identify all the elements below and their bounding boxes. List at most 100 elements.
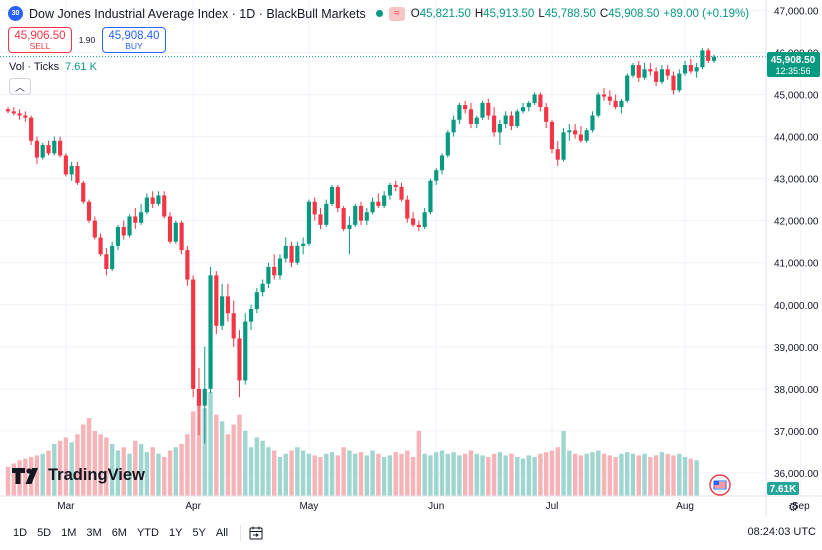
open-value: 45,821.50 xyxy=(419,7,471,20)
volume-bar xyxy=(81,424,86,496)
sell-button[interactable]: 45,906.50 SELL xyxy=(8,27,72,53)
candle-body xyxy=(451,119,456,133)
flag-icon[interactable] xyxy=(709,474,731,496)
candle-body xyxy=(353,205,358,225)
candle-body xyxy=(335,187,340,209)
timeframe-5d[interactable]: 5D xyxy=(37,527,52,539)
candle-body xyxy=(144,197,149,213)
volume-bar xyxy=(567,450,572,496)
candle-body xyxy=(671,75,676,91)
candle-body xyxy=(179,222,184,251)
volume-bar xyxy=(185,434,190,496)
volume-bar xyxy=(127,453,132,496)
candle-body xyxy=(613,100,618,108)
candle-body xyxy=(497,123,502,133)
calendar-icon[interactable] xyxy=(248,525,264,541)
volume-bar xyxy=(653,455,659,496)
candle-body xyxy=(75,166,80,183)
chart-header: 30 Dow Jones Industrial Average Index · … xyxy=(8,6,749,21)
volume-bar xyxy=(648,457,653,496)
collapse-legend-button[interactable]: ︿ xyxy=(9,78,31,95)
volume-bar xyxy=(636,455,641,496)
candle-body xyxy=(642,69,647,78)
volume-bar xyxy=(434,452,439,496)
volume-legend[interactable]: Vol · Ticks 7.61 K xyxy=(9,61,97,73)
volume-bar xyxy=(341,447,346,496)
volume-bar xyxy=(671,455,676,496)
candle-body xyxy=(173,222,178,242)
timeframe-1m[interactable]: 1M xyxy=(61,527,77,539)
symbol-flag-icon[interactable]: ≈ xyxy=(388,6,405,21)
volume-bar xyxy=(381,457,387,496)
candle-body xyxy=(480,102,485,118)
buy-label: BUY xyxy=(125,40,143,51)
symbol-title[interactable]: Dow Jones Industrial Average Index · 1D … xyxy=(29,6,366,21)
candle-body xyxy=(364,212,369,221)
volume-bar xyxy=(283,453,288,496)
timeframe-5y[interactable]: 5Y xyxy=(192,527,206,539)
candle-body xyxy=(17,113,22,116)
timeframe-1d[interactable]: 1D xyxy=(13,527,28,539)
volume-bar xyxy=(584,453,589,496)
brand-name: TradingView xyxy=(48,466,145,484)
candle-body xyxy=(573,130,578,135)
volume-title: Vol · Ticks xyxy=(9,61,60,73)
volume-bar xyxy=(202,408,207,496)
buy-button[interactable]: 45,908.40 BUY xyxy=(102,27,166,53)
candle-body xyxy=(295,245,300,263)
volume-bar xyxy=(682,457,688,496)
candle-body xyxy=(214,275,219,326)
volume-bar xyxy=(497,452,503,496)
candle-body xyxy=(596,94,601,116)
volume-bar xyxy=(353,453,358,496)
time-tick-label: Jul xyxy=(546,501,559,512)
volume-bar xyxy=(607,455,613,496)
volume-bar xyxy=(694,460,699,496)
candle-body xyxy=(225,296,230,314)
candle-body xyxy=(399,187,404,200)
candle-body xyxy=(561,132,566,160)
volume-bar xyxy=(52,444,57,496)
candle-body xyxy=(139,212,144,223)
volume-bar xyxy=(289,450,294,496)
volume-bar xyxy=(75,434,80,496)
candle-body xyxy=(619,100,624,108)
timeframe-6m[interactable]: 6M xyxy=(111,527,127,539)
volume-bar xyxy=(109,444,115,496)
timeframe-all[interactable]: All xyxy=(215,527,229,539)
price-tick-label: 40,000.00 xyxy=(774,301,819,312)
price-tick-label: 36,000.00 xyxy=(774,469,819,480)
time-axis[interactable]: Mar Apr May Jun Jul Aug Sep xyxy=(57,501,810,512)
price-axis[interactable]: 47,000.0046,000.0045,000.0044,000.0043,0… xyxy=(774,6,819,480)
candle-body xyxy=(260,283,265,293)
volume-bar xyxy=(40,453,45,496)
candle-body xyxy=(40,144,45,158)
gear-icon[interactable]: ⚙ xyxy=(788,500,799,514)
candle-body xyxy=(248,308,254,322)
volume-bar xyxy=(34,455,40,496)
volume-bar xyxy=(590,452,595,496)
candle-body xyxy=(410,218,416,225)
volume-bar xyxy=(428,455,433,496)
candle-body xyxy=(121,226,126,236)
candle-body xyxy=(127,216,132,236)
timeframe-1y[interactable]: 1Y xyxy=(168,527,183,539)
spread-value: 1.90 xyxy=(78,35,96,45)
volume-bar xyxy=(364,455,369,496)
volume-bar xyxy=(335,455,341,496)
volume-bar xyxy=(688,458,694,496)
timeframe-ytd[interactable]: YTD xyxy=(136,527,159,539)
tradingview-logo[interactable]: TradingView xyxy=(12,466,145,485)
volume-bar xyxy=(619,453,624,496)
timeframe-3m[interactable]: 3M xyxy=(86,527,102,539)
volume-bar xyxy=(347,450,352,496)
utc-clock[interactable]: 08:24:03 UTC xyxy=(747,526,816,538)
volume-bar xyxy=(57,440,63,496)
volume-bar xyxy=(271,450,277,496)
volume-bar xyxy=(468,450,474,496)
price-tick-label: 45,000.00 xyxy=(774,91,819,102)
candle-body xyxy=(81,182,86,202)
volume-bar xyxy=(561,431,566,496)
candle-body xyxy=(694,67,699,72)
